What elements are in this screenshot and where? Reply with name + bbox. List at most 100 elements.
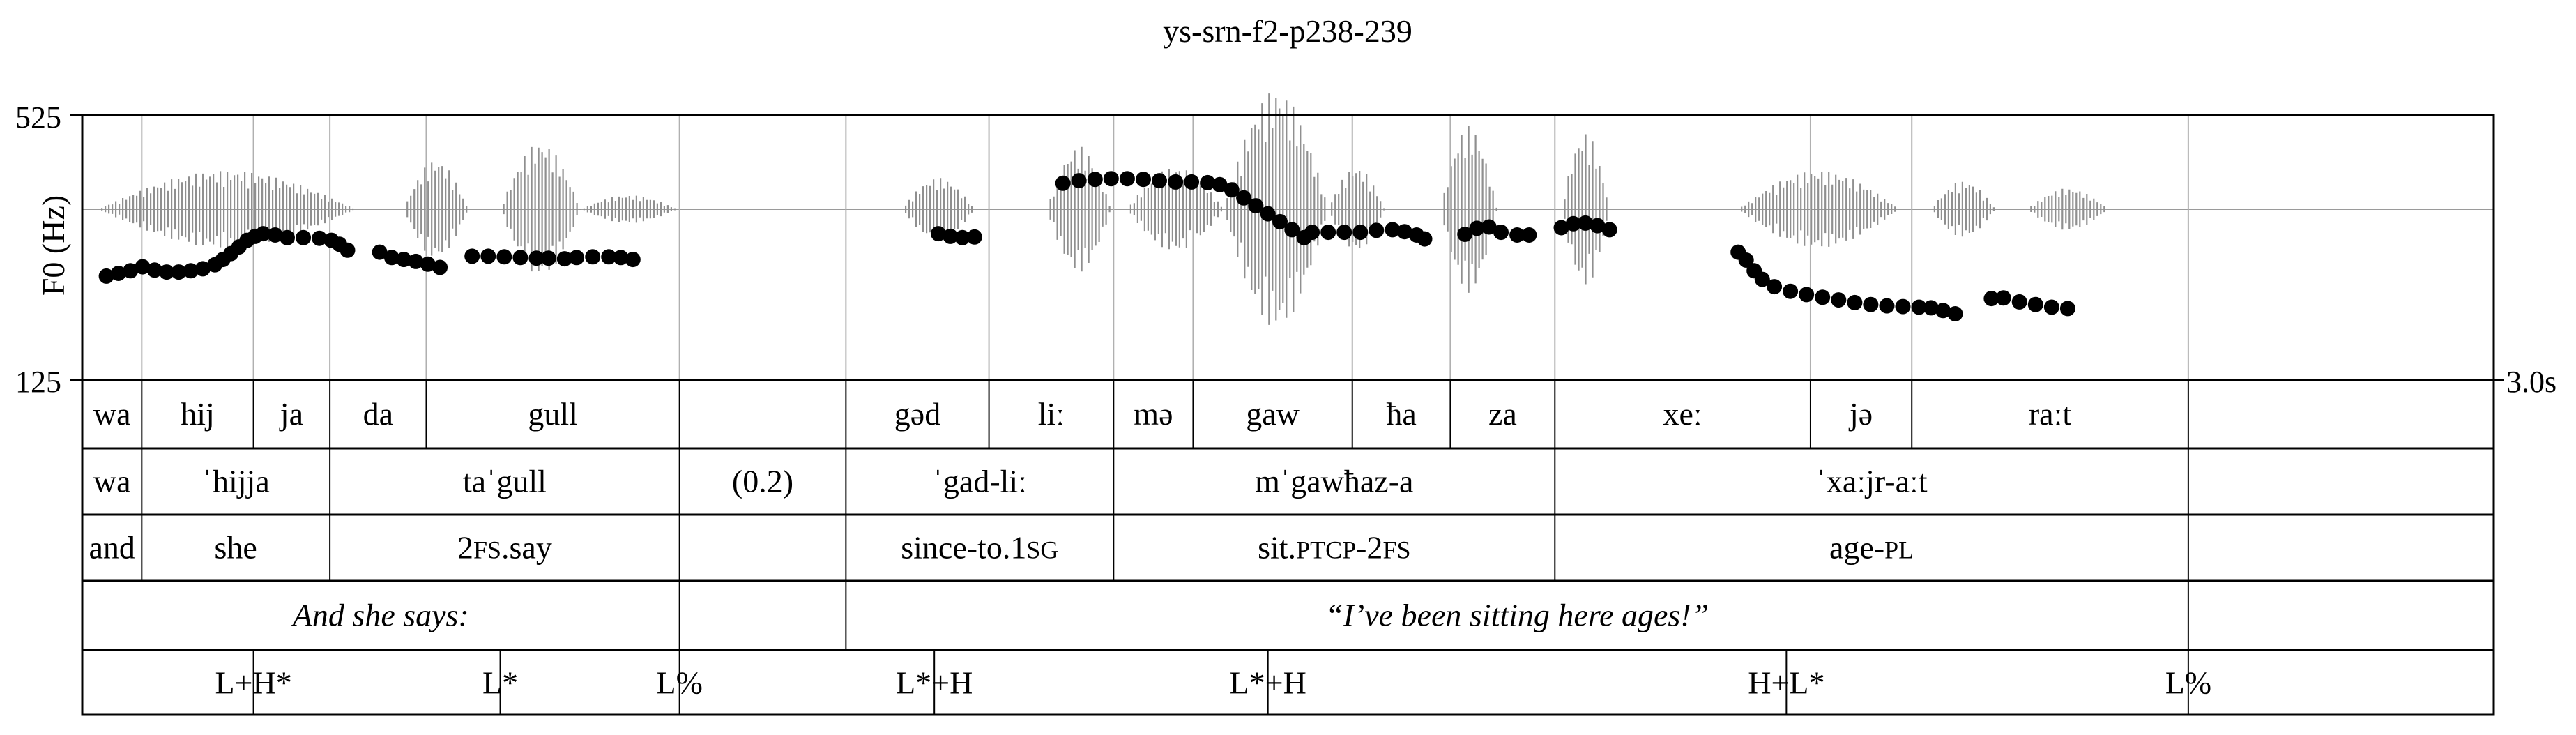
- f0-point: [1493, 225, 1509, 241]
- words-label: (0.2): [732, 464, 793, 499]
- f0-point: [2027, 296, 2043, 312]
- f0-point: [954, 229, 970, 245]
- f0-point: [1783, 283, 1799, 299]
- f0-point: [1284, 222, 1300, 238]
- f0-point: [296, 229, 312, 245]
- f0-point: [255, 226, 271, 242]
- f0-point: [1767, 279, 1783, 295]
- f0-point: [1224, 182, 1240, 198]
- chart-title: ys-srn-f2-p238-239: [1163, 13, 1412, 49]
- f0-point: [396, 252, 412, 268]
- f0-point: [146, 262, 162, 278]
- f0-contour: [98, 171, 2075, 321]
- f0-point: [1212, 176, 1228, 192]
- f0-point: [2043, 299, 2059, 315]
- gloss-label: sit.PTCP-2FS: [1258, 530, 1410, 566]
- f0-point: [2059, 301, 2075, 317]
- gloss-label: she: [215, 530, 257, 566]
- f0-point: [613, 250, 629, 266]
- f0-point: [1815, 289, 1831, 305]
- syllables-label: raːt: [2029, 396, 2072, 432]
- f0-point: [1947, 306, 1963, 321]
- f0-point: [1352, 225, 1369, 241]
- syllables-label: gəd: [894, 396, 940, 432]
- syllables-label: za: [1488, 396, 1517, 432]
- y-axis-label: F0 (Hz): [36, 195, 71, 296]
- gloss-label: since-to.1SG: [901, 530, 1058, 566]
- syllables-label: gaw: [1246, 396, 1300, 432]
- f0-point: [159, 264, 175, 280]
- f0-point: [1521, 227, 1537, 243]
- f0-point: [1590, 218, 1606, 234]
- syllables-label: liː: [1038, 396, 1065, 432]
- f0-point: [1336, 225, 1352, 241]
- f0-point: [1799, 287, 1815, 303]
- f0-point: [1469, 220, 1485, 236]
- waveform: [82, 93, 2494, 325]
- words-label: mˈgawħaz-a: [1255, 464, 1413, 499]
- f0-point: [383, 250, 399, 266]
- f0-point: [1087, 172, 1103, 188]
- gloss-label: age-PL: [1829, 530, 1914, 566]
- f0-point: [123, 263, 139, 279]
- f0-point: [1754, 271, 1770, 287]
- f0-point: [1184, 174, 1200, 190]
- f0-point: [1119, 171, 1135, 187]
- f0-point: [135, 259, 151, 275]
- f0-point: [1863, 296, 1879, 312]
- f0-point: [1601, 222, 1617, 238]
- words-label: ˈxaːjr-aːt: [1816, 464, 1928, 499]
- f0-point: [312, 230, 328, 246]
- f0-point: [110, 266, 126, 281]
- gloss-label: and: [89, 530, 135, 566]
- f0-point: [1879, 298, 1895, 314]
- tone-label: L*+H: [1230, 665, 1306, 701]
- f0-point: [1055, 175, 1071, 191]
- f0-point: [512, 250, 528, 266]
- f0-point: [1923, 300, 1939, 316]
- tone-label: L%: [656, 665, 702, 701]
- f0-point: [2011, 294, 2027, 310]
- f0-point: [480, 248, 496, 264]
- f0-point: [98, 268, 114, 284]
- f0-point: [1396, 224, 1412, 240]
- f0-point: [1831, 292, 1847, 308]
- syllables-label: ja: [279, 396, 303, 432]
- f0-point: [432, 259, 448, 275]
- syllables-label: xeː: [1663, 396, 1702, 432]
- f0-point: [195, 261, 211, 277]
- syllables-label: da: [363, 396, 393, 432]
- f0-point: [556, 251, 572, 267]
- f0-point: [420, 256, 436, 272]
- syllables-label: wa: [93, 396, 131, 432]
- f0-point: [625, 252, 641, 268]
- tone-label: L+H*: [215, 665, 291, 701]
- f0-point: [1553, 220, 1569, 236]
- syllables-label: gull: [528, 396, 578, 432]
- translation-label: And she says:: [291, 598, 469, 633]
- f0-point: [1200, 174, 1216, 190]
- tier-labels: wa hij ja da gull gəd liː mə gaw ħa za xeː jə raːt wa ˈ…: [89, 380, 2211, 715]
- f0-point: [569, 250, 585, 266]
- f0-point: [1071, 173, 1087, 189]
- words-label: ˈhijja: [202, 464, 270, 499]
- f0-point: [171, 264, 187, 280]
- tone-label: L*+H: [896, 665, 973, 701]
- syllables-label: ħa: [1386, 396, 1416, 432]
- f0-point: [1911, 299, 1927, 315]
- tone-label: L%: [2165, 665, 2211, 701]
- f0-point: [540, 250, 556, 266]
- f0-point: [1320, 225, 1336, 241]
- translation-label: “I’ve been sitting here ages!”: [1325, 598, 1709, 633]
- f0-point: [183, 263, 199, 279]
- f0-point: [1168, 174, 1184, 190]
- f0-point: [601, 249, 617, 265]
- f0-point: [408, 253, 424, 269]
- f0-point: [372, 244, 388, 260]
- f0-point: [267, 227, 283, 243]
- f0-point: [1272, 213, 1288, 229]
- f0-point: [1983, 291, 1999, 307]
- tone-label: H+L*: [1748, 665, 1824, 701]
- f0-point: [1369, 222, 1385, 238]
